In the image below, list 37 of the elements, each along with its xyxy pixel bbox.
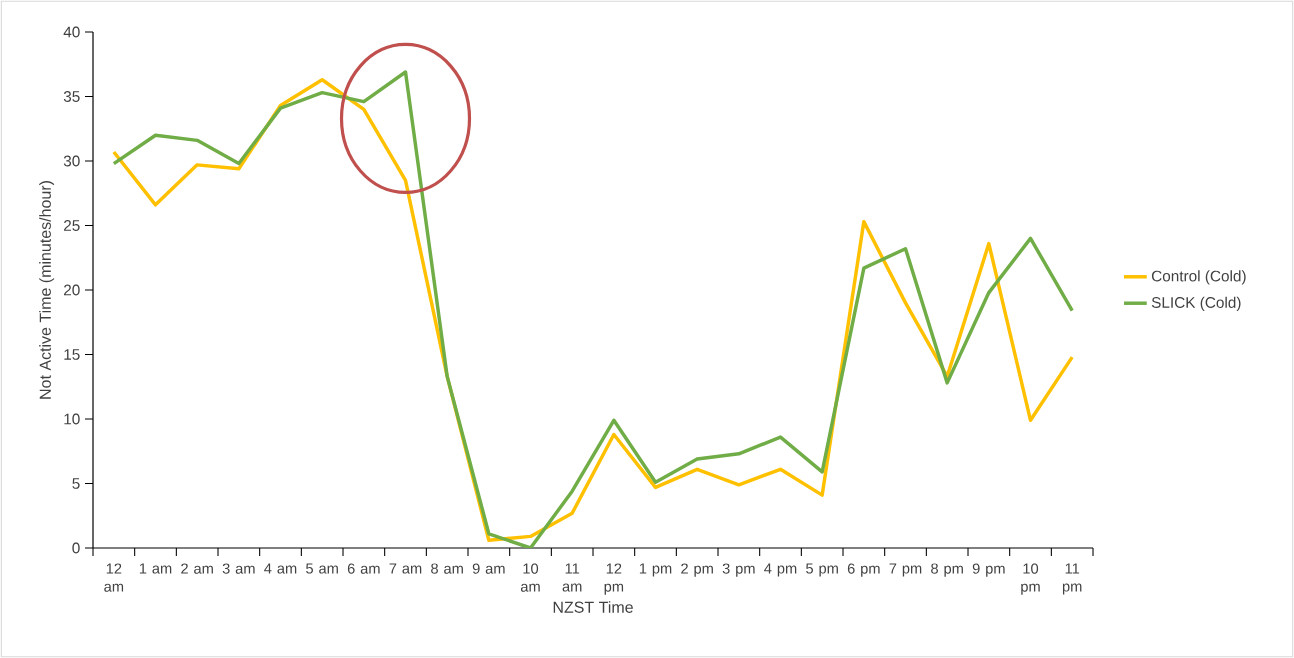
y-tick-label: 15 (64, 349, 80, 360)
y-tick-label: 20 (64, 284, 80, 296)
x-tick-label: 3 am (222, 563, 255, 574)
y-tick-label: 25 (64, 220, 80, 231)
x-tick-label: 7 pm (889, 563, 922, 577)
x-tick-label: 10 pm (1021, 563, 1040, 595)
legend-label: SLICK (Cold) (1151, 296, 1241, 311)
x-tick-label: 8 am (431, 563, 463, 574)
x-tick-label: 9 am (472, 563, 505, 574)
x-tick-label: 12 pm (604, 563, 624, 595)
x-tick-label: 10 am (520, 563, 540, 592)
y-tick-label: 35 (63, 91, 80, 102)
x-tick-label: 11 pm (1062, 563, 1082, 595)
x-tick-label: 7 am (389, 563, 422, 574)
x-tick-label: 11 am (562, 563, 582, 592)
x-tick-label: 12 am (104, 563, 124, 592)
y-axis-title: Not Active Time (minutes/hour) (39, 181, 55, 399)
x-tick-label: 1 am (139, 563, 172, 574)
x-tick-label: 6 pm (847, 563, 880, 577)
legend-label: Control (Cold) (1151, 270, 1246, 285)
x-axis-title: NZST Time (553, 601, 633, 613)
y-tick-label: 10 (64, 413, 80, 425)
y-tick-label: 40 (63, 26, 80, 38)
x-tick-label: 1 pm (639, 563, 672, 577)
x-tick-label: 4 am (264, 563, 297, 574)
x-tick-label: 2 am (181, 563, 213, 574)
y-tick-label: 30 (63, 155, 80, 167)
y-tick-label: 0 (72, 542, 80, 554)
x-tick-label: 6 am (347, 563, 380, 574)
x-tick-label: 2 pm (681, 563, 713, 577)
x-tick-label: 5 am (306, 563, 338, 574)
x-tick-label: 5 pm (806, 563, 838, 577)
x-tick-label: 4 pm (764, 563, 797, 577)
y-tick-label: 5 (72, 478, 80, 489)
x-tick-label: 8 pm (931, 563, 963, 577)
x-tick-label: 3 pm (722, 563, 755, 577)
x-tick-label: 9 pm (972, 563, 1005, 577)
